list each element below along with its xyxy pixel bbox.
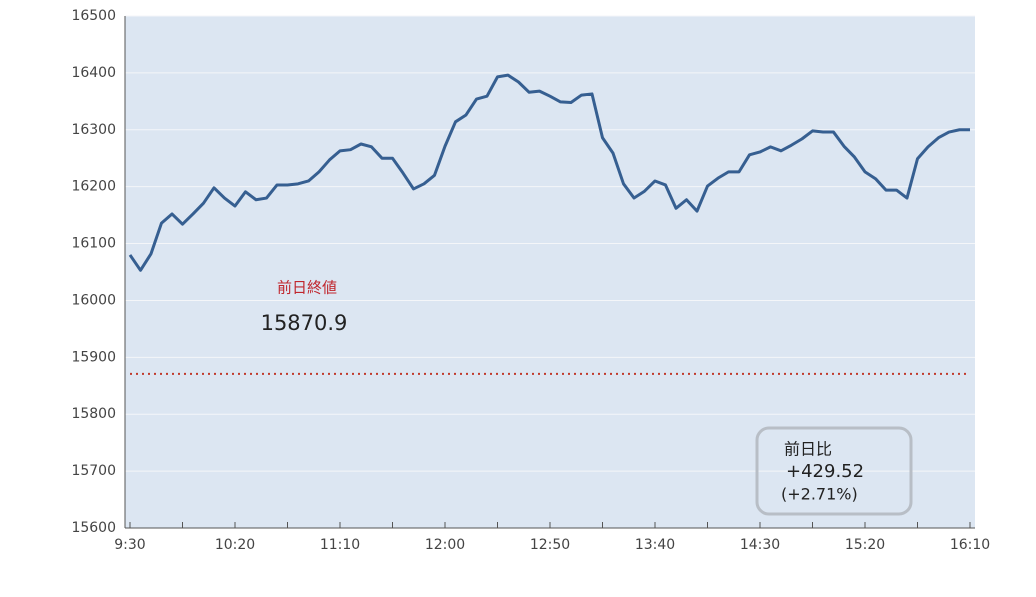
y-tick-label: 16100 xyxy=(71,236,116,252)
y-tick-label: 16300 xyxy=(71,122,116,138)
x-tick-label: 11:10 xyxy=(320,537,360,553)
x-tick-label: 13:40 xyxy=(635,537,675,553)
grid xyxy=(125,15,975,472)
reference-value: 15870.9 xyxy=(261,311,348,335)
y-tick-label: 16400 xyxy=(71,65,116,81)
change-percent: (+2.71%) xyxy=(781,485,858,504)
y-tick-label: 15900 xyxy=(71,349,116,365)
y-tick-label: 15800 xyxy=(71,406,116,422)
plot-area xyxy=(125,16,975,528)
x-tick-label: 16:10 xyxy=(950,537,990,553)
y-tick-label: 15600 xyxy=(71,520,116,536)
y-tick-label: 16000 xyxy=(71,292,116,308)
price-line xyxy=(128,73,970,272)
x-tick-label: 12:50 xyxy=(530,537,570,553)
y-tick-label: 16500 xyxy=(71,8,116,24)
change-value: +429.52 xyxy=(786,461,864,482)
change-title: 前日比 xyxy=(784,440,832,459)
x-tick-label: 10:20 xyxy=(215,537,255,553)
y-tick-label: 16200 xyxy=(71,179,116,195)
x-tick-label: 15:20 xyxy=(845,537,885,553)
reference-label: 前日終値 xyxy=(277,279,337,297)
x-tick-label: 9:30 xyxy=(114,537,145,553)
change-box xyxy=(755,426,913,516)
y-tick-label: 15700 xyxy=(71,463,116,479)
x-tick-label: 14:30 xyxy=(740,537,780,553)
x-tick-label: 12:00 xyxy=(425,537,465,553)
